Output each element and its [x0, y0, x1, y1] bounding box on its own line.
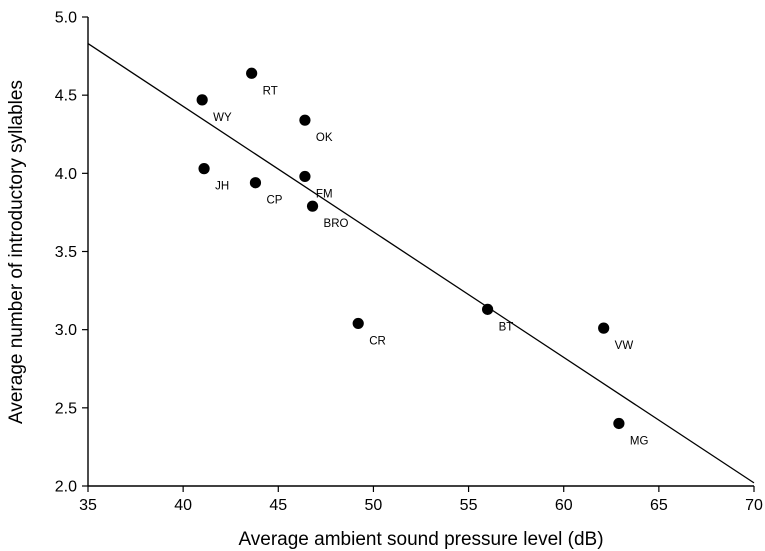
x-tick-label-70: 70	[745, 497, 763, 514]
point-label-wy: WY	[213, 112, 232, 124]
point-bro	[306, 200, 319, 212]
y-axis-title: Average number of introductory syllables	[6, 80, 27, 424]
y-tick-label-2.5: 2.5	[55, 400, 77, 417]
y-tick-label-4.0: 4.0	[55, 166, 77, 183]
x-tick-label-40: 40	[174, 497, 192, 514]
x-tick-label-45: 45	[269, 497, 287, 514]
point-mg	[613, 417, 625, 430]
x-tick-label-35: 35	[79, 497, 97, 514]
trend-line	[87, 43, 755, 484]
point-label-fm: FM	[316, 188, 333, 200]
point-label-bt: BT	[499, 321, 514, 333]
x-tick-label-55: 55	[460, 497, 478, 514]
point-label-cp: CP	[266, 195, 282, 207]
point-label-rt: RT	[263, 85, 278, 97]
y-tick-label-3.0: 3.0	[55, 322, 77, 339]
x-tick-label-60: 60	[555, 497, 573, 514]
point-vw	[598, 322, 610, 334]
point-label-bro: BRO	[324, 218, 349, 230]
data-points: RT WY OK JH CP FM BRO CR BT VW MG	[196, 67, 649, 447]
x-axis-title: Average ambient sound pressure level (dB…	[238, 529, 603, 550]
y-tick-label-3.5: 3.5	[55, 244, 77, 261]
point-ok	[299, 114, 311, 126]
y-ticks: 2.0 2.5 3.0 3.5 4.0 4.5 5.0	[55, 10, 88, 496]
y-tick-label-2.0: 2.0	[55, 479, 77, 496]
point-label-cr: CR	[369, 335, 386, 347]
x-ticks: 35 40 45 50 55 60 65 70	[79, 486, 763, 514]
point-label-jh: JH	[215, 181, 229, 193]
y-tick-label-4.5: 4.5	[55, 88, 77, 105]
point-wy	[196, 94, 208, 106]
point-label-mg: MG	[630, 435, 649, 447]
x-tick-label-50: 50	[365, 497, 383, 514]
y-tick-label-5.0: 5.0	[55, 10, 77, 27]
axes	[87, 17, 754, 487]
point-fm	[299, 170, 311, 183]
point-rt	[246, 67, 258, 79]
point-label-ok: OK	[316, 132, 333, 144]
point-cp	[249, 177, 262, 189]
point-bt	[482, 303, 494, 315]
point-jh	[198, 163, 210, 175]
point-label-vw: VW	[615, 340, 634, 352]
point-cr	[352, 317, 364, 330]
x-tick-label-65: 65	[650, 497, 668, 514]
